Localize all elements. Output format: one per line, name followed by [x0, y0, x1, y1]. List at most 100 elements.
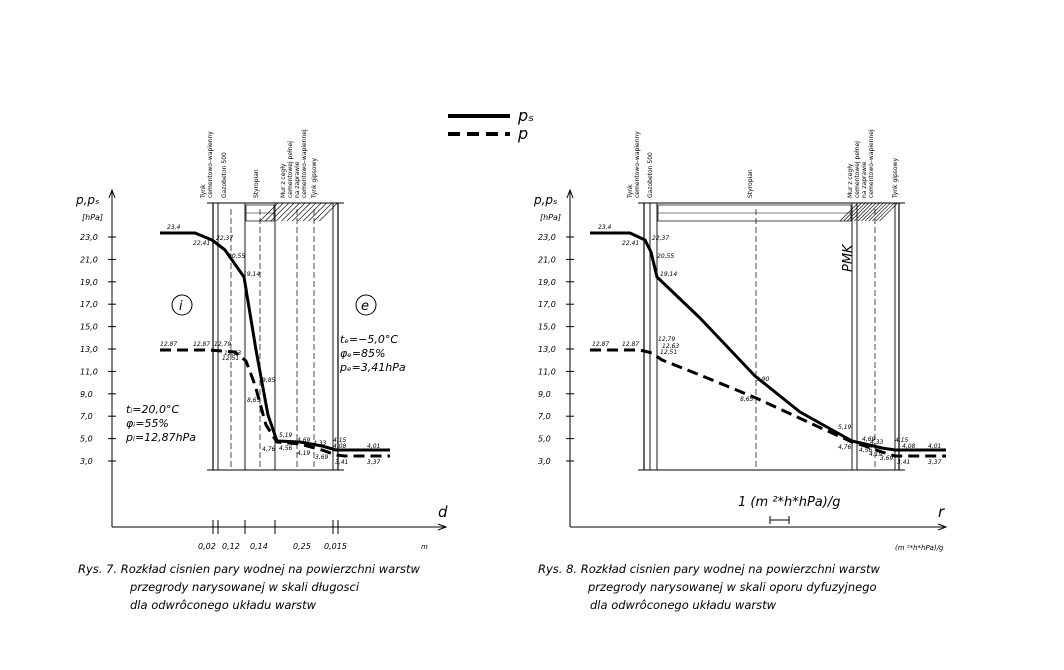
y-axis-unit: [hPa] — [540, 213, 561, 222]
legend-p-label: p — [517, 124, 528, 143]
layer-label: Styropian — [253, 169, 260, 198]
data-label: 12,79 — [658, 336, 675, 343]
x-axis-unit: m — [421, 543, 428, 551]
hatch-line — [259, 202, 279, 222]
data-label: 4,69 — [297, 437, 311, 444]
data-label: 19,14 — [243, 271, 260, 278]
caption-line: przegrody narysowanej w skali długosci — [129, 580, 360, 594]
data-label: 4,56 — [279, 445, 293, 452]
caption-line: dla odwrôconego układu warstw — [130, 598, 317, 612]
y-tick-label: 21,0 — [538, 255, 556, 264]
data-label: 4,15 — [333, 437, 347, 444]
layer-label: Gazobeton 500 — [221, 152, 228, 198]
data-label: 5,19 — [838, 424, 852, 431]
data-label: 20,55 — [657, 253, 674, 260]
hatch-line — [868, 202, 888, 222]
pmk-label: PMK — [841, 243, 856, 272]
layer-label: cementowo–wapiennej — [301, 129, 308, 198]
data-label: 23,4 — [598, 224, 612, 231]
data-label: 3,41 — [897, 459, 910, 466]
y-tick-label: 3,0 — [80, 457, 93, 466]
hatch-line — [270, 202, 290, 222]
hatch-line — [286, 202, 306, 222]
y-tick-label: 15,0 — [80, 323, 98, 332]
data-label: 12,51 — [660, 349, 677, 356]
data-label: 8,65 — [740, 396, 754, 403]
x-axis-unit: (m ²*h*hPa)/g — [895, 544, 944, 552]
x-axis-arrow — [937, 523, 948, 531]
hatch-line — [857, 202, 877, 222]
layer-label: cementowo–wapiennej — [868, 129, 875, 198]
hatch-line — [864, 202, 884, 222]
y-axis-arrow — [108, 188, 116, 199]
data-label: 4,15 — [895, 437, 909, 444]
layer-label: Tynk gipsowy — [311, 158, 318, 199]
scale-label: 1 (m ²*h*hPa)/g — [738, 495, 840, 510]
hatch-line — [265, 202, 284, 222]
data-label: 4,76 — [838, 444, 852, 451]
interior-zone-marker — [171, 294, 193, 316]
x-axis-label: d — [438, 503, 448, 521]
data-label: 12,87 — [193, 341, 210, 348]
data-label: 4,19 — [297, 450, 311, 457]
hatch-line — [302, 202, 322, 222]
thickness-label: 0,14 — [250, 542, 268, 551]
interior-condition: pᵢ=12,87hPa — [125, 431, 196, 444]
interior-condition: tᵢ=20,0°C — [126, 403, 179, 416]
data-label: 4,33 — [313, 440, 327, 447]
data-label: 9,85 — [262, 377, 276, 384]
y-axis-label: p,pₛ — [533, 193, 558, 207]
x-axis-label: r — [938, 503, 945, 521]
y-tick-label: 15,0 — [538, 323, 556, 332]
y-tick-label: 5,0 — [80, 435, 93, 444]
layer-label: Mur z cegły — [280, 163, 287, 198]
hatch-line — [292, 202, 311, 222]
hatch-line — [275, 202, 295, 222]
y-tick-label: 19,0 — [538, 278, 556, 287]
layer-label: Tynk gipsowy — [892, 158, 899, 199]
interior-condition: φᵢ=55% — [126, 417, 169, 430]
y-tick-label: 7,0 — [80, 412, 93, 421]
data-label: 22,41 — [622, 240, 639, 247]
exterior-zone-label: e — [361, 299, 369, 314]
data-label: 22,37 — [652, 235, 669, 242]
layer-label: Tynk — [627, 184, 634, 199]
y-tick-label: 13,0 — [80, 345, 98, 354]
interior-zone-label: i — [179, 299, 183, 314]
series-p-curve — [590, 348, 946, 458]
series-ps-curve — [160, 231, 390, 452]
caption-line: dla odwrôconego układu warstw — [590, 598, 777, 612]
data-label: 20,55 — [228, 253, 245, 260]
data-label: 3,37 — [367, 459, 381, 466]
layer-label: na zaprawie — [294, 161, 301, 198]
exterior-condition: pₑ=3,41hPa — [339, 361, 406, 374]
y-tick-label: 23,0 — [80, 233, 98, 242]
hatch-line — [854, 202, 873, 222]
y-tick-label: 11,0 — [80, 367, 98, 376]
series-p-curve — [160, 348, 390, 458]
layer-label: Mur z cegły — [847, 163, 854, 198]
hatch-line — [872, 202, 891, 222]
y-tick-label: 3,0 — [538, 457, 551, 466]
layer-label: na zaprawie — [861, 161, 868, 198]
hatch-line — [846, 202, 866, 222]
hatch-line — [861, 202, 880, 222]
y-tick-label: 23,0 — [538, 233, 556, 242]
legend-ps-label: pₛ — [517, 106, 534, 125]
hatch-line — [875, 202, 895, 222]
data-label: 22,37 — [216, 235, 233, 242]
x-axis-arrow — [437, 523, 448, 531]
layer-label: cementowej pełnej — [854, 141, 861, 198]
data-label: 12,63 — [224, 350, 241, 357]
exterior-zone-marker — [355, 294, 377, 316]
hatch-line — [281, 202, 300, 222]
hatch-line — [839, 202, 859, 222]
data-label: 22,41 — [193, 240, 210, 247]
data-label: 4,56 — [859, 447, 873, 454]
layer-label: Gazobeton 500 — [647, 152, 654, 198]
data-label: 12,63 — [662, 343, 679, 350]
caption-line: przegrody narysowanej w skali oporu dyfu… — [587, 580, 877, 594]
hatch-line — [313, 202, 333, 222]
data-label: 23,4 — [167, 224, 181, 231]
